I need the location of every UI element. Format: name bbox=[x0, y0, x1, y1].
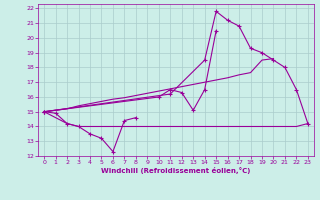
X-axis label: Windchill (Refroidissement éolien,°C): Windchill (Refroidissement éolien,°C) bbox=[101, 167, 251, 174]
